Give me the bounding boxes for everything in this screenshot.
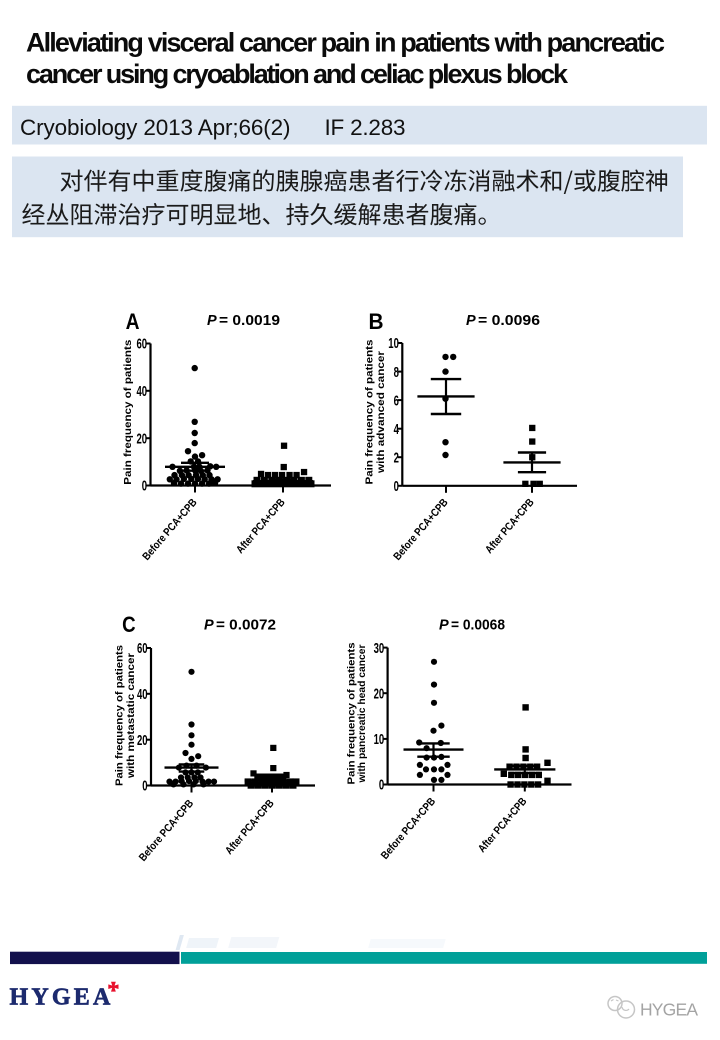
svg-text:HYGEA: HYGEA [10,984,114,1010]
svg-text:cancer using cryoablation and: cancer using cryoablation and celiac ple… [26,59,569,89]
svg-text:30: 30 [374,641,385,657]
svg-text:6: 6 [394,393,399,409]
svg-text:HYGEA: HYGEA [639,999,697,1019]
svg-text:Before PCA+CPB: Before PCA+CPB [379,796,438,862]
svg-text:10: 10 [388,336,399,352]
svg-text:0: 0 [142,479,147,495]
svg-text:Before PCA+CPB: Before PCA+CPB [391,497,450,563]
svg-text:2: 2 [394,450,399,466]
svg-text:with advanced cancer: with advanced cancer [376,351,387,474]
svg-text:with metastatic cancer: with metastatic cancer [126,653,137,779]
svg-text:60: 60 [137,641,148,657]
svg-text:0: 0 [379,778,384,794]
svg-text:= 0.0019: = 0.0019 [219,313,280,329]
svg-text:40: 40 [137,384,148,400]
svg-text:After PCA+CPB: After PCA+CPB [223,798,276,857]
svg-text:HYGEA: HYGEA [640,1000,698,1020]
svg-text:Pain frequency of patients: Pain frequency of patients [123,340,134,485]
svg-text:= 0.0072: = 0.0072 [216,618,276,634]
svg-text:P: P [466,313,476,329]
svg-text:P: P [439,618,449,634]
svg-text:Pain frequency of patients: Pain frequency of patients [346,642,357,784]
svg-text:4: 4 [394,422,399,438]
svg-text:10: 10 [374,732,385,748]
svg-text:8: 8 [394,365,399,381]
svg-text:C: C [122,612,136,637]
svg-text:40: 40 [137,687,148,703]
svg-text:= 0.0068: = 0.0068 [451,618,505,634]
svg-text:After PCA+CPB: After PCA+CPB [476,796,529,855]
svg-text:Alleviating visceral cancer pa: Alleviating visceral cancer pain in pati… [26,28,665,58]
svg-text:0: 0 [394,479,399,495]
svg-text:60: 60 [137,337,148,353]
svg-text:Pain frequency of patients: Pain frequency of patients [364,339,375,484]
svg-text:Before PCA+CPB: Before PCA+CPB [137,798,196,864]
svg-text:Before PCA+CPB: Before PCA+CPB [140,497,199,563]
svg-text:Pain frequency of patients: Pain frequency of patients [114,645,125,786]
svg-text:After PCA+CPB: After PCA+CPB [234,497,287,556]
svg-text:P: P [204,618,214,634]
svg-text:20: 20 [374,686,385,702]
svg-text:0: 0 [142,779,147,795]
svg-text:After PCA+CPB: After PCA+CPB [483,497,536,556]
svg-text:A: A [126,309,140,334]
svg-text:20: 20 [137,733,148,749]
svg-text:IF 2.283: IF 2.283 [325,115,406,140]
svg-text:P: P [207,313,217,329]
svg-text:with pancreatic head cancer: with pancreatic head cancer [357,645,368,784]
svg-text:= 0.0096: = 0.0096 [478,313,540,329]
svg-text:B: B [369,309,384,334]
svg-text:20: 20 [137,431,148,447]
svg-text:Cryobiology 2013 Apr;66(2): Cryobiology 2013 Apr;66(2) [20,115,291,140]
